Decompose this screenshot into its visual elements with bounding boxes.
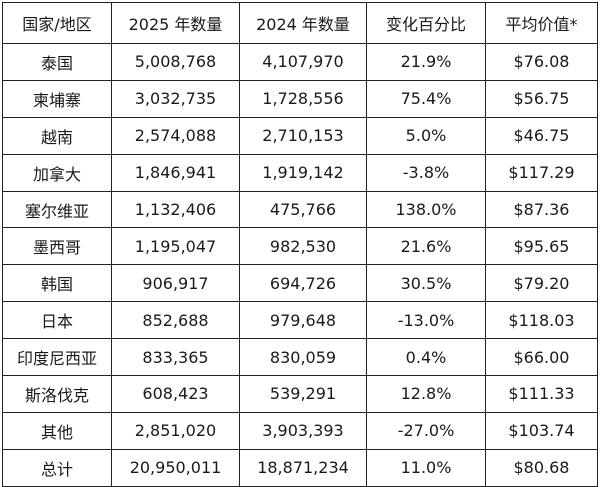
quantity-2024-cell: 475,766 xyxy=(239,190,367,229)
country-cell: 塞尔维亚 xyxy=(2,190,112,229)
country-cell: 柬埔寨 xyxy=(2,79,112,118)
change-percent-cell: -13.0% xyxy=(366,301,486,340)
quantity-2024-cell: 694,726 xyxy=(239,264,367,303)
quantity-2025-cell: 852,688 xyxy=(111,301,240,340)
quantity-2025-cell: 833,365 xyxy=(111,338,240,377)
table-row: 日本 852,688 979,648 -13.0% $118.03 xyxy=(2,301,598,340)
change-percent-cell: 5.0% xyxy=(366,116,486,155)
quantity-2025-cell: 1,132,406 xyxy=(111,190,240,229)
change-percent-cell: 11.0% xyxy=(366,448,486,487)
quantity-2024-cell: 539,291 xyxy=(239,375,367,413)
country-cell: 加拿大 xyxy=(2,153,112,192)
table-row: 墨西哥 1,195,047 982,530 21.6% $95.65 xyxy=(2,227,598,266)
change-percent-cell: 21.9% xyxy=(366,43,486,81)
quantity-2025-cell: 1,195,047 xyxy=(111,227,240,266)
quantity-2024-cell: 18,871,234 xyxy=(239,448,367,487)
quantity-2025-cell: 2,574,088 xyxy=(111,116,240,155)
header-2025-quantity: 2025 年数量 xyxy=(111,2,240,44)
country-cell: 韩国 xyxy=(2,264,112,303)
quantity-2024-cell: 2,710,153 xyxy=(239,116,367,155)
table-total-row: 总计 20,950,011 18,871,234 11.0% $80.68 xyxy=(2,448,598,487)
table-row: 塞尔维亚 1,132,406 475,766 138.0% $87.36 xyxy=(2,190,598,229)
change-percent-cell: -27.0% xyxy=(366,411,486,450)
quantity-2024-cell: 830,059 xyxy=(239,338,367,377)
change-percent-cell: 0.4% xyxy=(366,338,486,377)
quantity-2024-cell: 1,728,556 xyxy=(239,79,367,118)
average-value-cell: $56.75 xyxy=(485,79,598,118)
average-value-cell: $95.65 xyxy=(485,227,598,266)
average-value-cell: $117.29 xyxy=(485,153,598,192)
table-row: 越南 2,574,088 2,710,153 5.0% $46.75 xyxy=(2,116,598,155)
quantity-2024-cell: 3,903,393 xyxy=(239,411,367,450)
country-cell: 其他 xyxy=(2,411,112,450)
table-body: 泰国 5,008,768 4,107,970 21.9% $76.08 柬埔寨 3,032,… xyxy=(2,43,598,487)
quantity-2024-cell: 4,107,970 xyxy=(239,43,367,81)
quantity-2025-cell: 2,851,020 xyxy=(111,411,240,450)
header-country: 国家/地区 xyxy=(2,2,112,44)
country-cell: 墨西哥 xyxy=(2,227,112,266)
average-value-cell: $111.33 xyxy=(485,375,598,413)
average-value-cell: $118.03 xyxy=(485,301,598,340)
country-cell: 印度尼西亚 xyxy=(2,338,112,377)
country-cell: 越南 xyxy=(2,116,112,155)
change-percent-cell: 138.0% xyxy=(366,190,486,229)
average-value-cell: $87.36 xyxy=(485,190,598,229)
average-value-cell: $66.00 xyxy=(485,338,598,377)
quantity-2025-cell: 20,950,011 xyxy=(111,448,240,487)
table-row: 柬埔寨 3,032,735 1,728,556 75.4% $56.75 xyxy=(2,79,598,118)
change-percent-cell: 21.6% xyxy=(366,227,486,266)
quantity-2024-cell: 1,919,142 xyxy=(239,153,367,192)
quantity-2024-cell: 982,530 xyxy=(239,227,367,266)
table-row: 加拿大 1,846,941 1,919,142 -3.8% $117.29 xyxy=(2,153,598,192)
quantity-2025-cell: 3,032,735 xyxy=(111,79,240,118)
average-value-cell: $76.08 xyxy=(485,43,598,81)
table-row: 韩国 906,917 694,726 30.5% $79.20 xyxy=(2,264,598,303)
quantity-2024-cell: 979,648 xyxy=(239,301,367,340)
table-header-row: 国家/地区 2025 年数量 2024 年数量 变化百分比 平均价值* xyxy=(2,2,598,44)
change-percent-cell: 30.5% xyxy=(366,264,486,303)
quantity-2025-cell: 5,008,768 xyxy=(111,43,240,81)
table-row: 泰国 5,008,768 4,107,970 21.9% $76.08 xyxy=(2,43,598,81)
change-percent-cell: 12.8% xyxy=(366,375,486,413)
country-cell: 斯洛伐克 xyxy=(2,375,112,413)
header-change-percent: 变化百分比 xyxy=(366,2,486,44)
table-row: 其他 2,851,020 3,903,393 -27.0% $103.74 xyxy=(2,411,598,450)
table-row: 斯洛伐克 608,423 539,291 12.8% $111.33 xyxy=(2,375,598,413)
country-cell: 日本 xyxy=(2,301,112,340)
change-percent-cell: -3.8% xyxy=(366,153,486,192)
average-value-cell: $103.74 xyxy=(485,411,598,450)
average-value-cell: $46.75 xyxy=(485,116,598,155)
average-value-cell: $80.68 xyxy=(485,448,598,487)
quantity-2025-cell: 608,423 xyxy=(111,375,240,413)
change-percent-cell: 75.4% xyxy=(366,79,486,118)
average-value-cell: $79.20 xyxy=(485,264,598,303)
country-cell: 泰国 xyxy=(2,43,112,81)
quantity-2025-cell: 1,846,941 xyxy=(111,153,240,192)
header-2024-quantity: 2024 年数量 xyxy=(239,2,367,44)
table-row: 印度尼西亚 833,365 830,059 0.4% $66.00 xyxy=(2,338,598,377)
quantity-2025-cell: 906,917 xyxy=(111,264,240,303)
header-average-value: 平均价值* xyxy=(485,2,598,44)
country-cell: 总计 xyxy=(2,448,112,487)
